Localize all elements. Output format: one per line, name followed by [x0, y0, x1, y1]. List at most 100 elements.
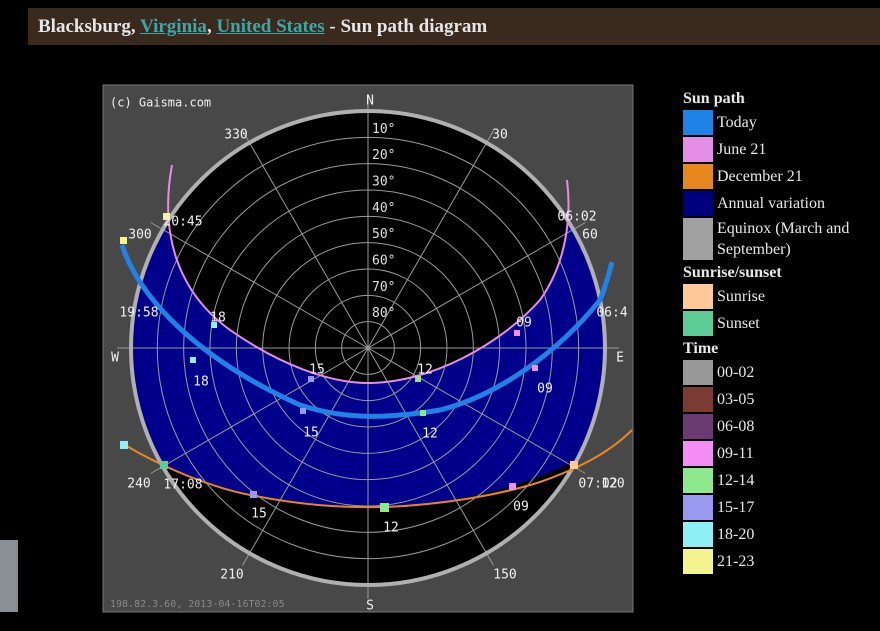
dot	[120, 441, 128, 449]
legend-swatch	[683, 522, 713, 547]
side-fragment	[0, 540, 18, 612]
dot	[250, 491, 257, 498]
dot	[190, 357, 196, 363]
radial-line	[367, 347, 494, 566]
legend-swatch	[683, 360, 713, 385]
legend-label: 06-08	[717, 418, 755, 435]
legend-swatch	[683, 414, 713, 439]
dot	[308, 376, 314, 382]
legend-item: December 21	[683, 164, 880, 189]
radial-line	[150, 347, 369, 474]
legend-section-title: Sun path	[683, 90, 745, 107]
west: W	[111, 351, 119, 366]
ring-label: 60°	[372, 254, 395, 269]
legend-label: December 21	[717, 168, 803, 185]
time-label: 20:45	[163, 215, 202, 230]
legend-item: 21-23	[683, 549, 880, 574]
legend-item: June 21	[683, 137, 880, 162]
dot	[120, 237, 127, 244]
dot	[514, 330, 520, 336]
time-label: 19:58	[119, 306, 158, 321]
altitude-ring	[341, 321, 395, 375]
dot	[420, 410, 426, 416]
legend-item: Equinox (March and September)	[683, 218, 880, 260]
legend-swatch	[683, 164, 713, 189]
altitude-ring	[156, 136, 580, 560]
azimuth-label: 300	[128, 228, 151, 243]
header-link[interactable]: Virginia	[140, 16, 207, 37]
dot	[211, 322, 217, 328]
legend-label: Sunset	[717, 315, 760, 332]
horizon	[129, 109, 607, 587]
time-label: 06:4	[596, 306, 627, 321]
legend-label: 09-11	[717, 445, 754, 462]
legend-swatch	[683, 110, 713, 135]
legend-item: 06-08	[683, 414, 880, 439]
ring-label: 50°	[372, 227, 395, 242]
radial-line	[367, 130, 494, 349]
dot	[570, 461, 578, 469]
ring-label: 10°	[372, 122, 395, 137]
legend-label: 03-05	[717, 391, 755, 408]
labels: 10° 20° 30° 40° 50° 60° 70° 80° (c) Gaisma.com 19…	[110, 94, 628, 614]
legend-label: 15-17	[717, 499, 755, 516]
time-label: 17:08	[163, 478, 202, 493]
time-label: 07:02	[578, 477, 617, 492]
time-label: 18	[193, 375, 209, 390]
legend-label: Sunrise	[717, 288, 765, 305]
azimuth-label: 120	[601, 477, 624, 492]
ring-label: 80°	[372, 306, 395, 321]
time-label: 15	[303, 426, 319, 441]
dot	[380, 503, 389, 512]
legend-swatch	[683, 284, 713, 309]
dot	[532, 365, 538, 371]
altitude-ring	[288, 268, 448, 428]
legend-item: 12-14	[683, 468, 880, 493]
legend-item: 15-17	[683, 495, 880, 520]
grid	[117, 97, 619, 599]
time-label: 12	[417, 363, 433, 378]
header-text: ,	[206, 16, 217, 37]
time-label: 09	[516, 316, 532, 331]
legend-label: Today	[717, 114, 757, 131]
legend-label: 18-20	[717, 526, 755, 543]
hour-dots	[120, 213, 578, 512]
legend-item: Sunset	[683, 311, 880, 336]
south: S	[366, 599, 374, 614]
azimuth-label: 30	[492, 128, 508, 143]
time-label: 15	[309, 363, 325, 378]
altitude-ring	[314, 294, 422, 402]
footer: 198.82.3.60, 2013-04-16T02:05	[110, 599, 285, 610]
dot	[160, 461, 168, 469]
north: N	[366, 94, 374, 109]
azimuth-label: 210	[220, 568, 243, 583]
azimuth-label: 60	[582, 228, 598, 243]
legend-swatch	[683, 441, 713, 466]
legend-item: 00-02	[683, 360, 880, 385]
legend-swatch	[683, 549, 713, 574]
radial-line	[242, 347, 369, 566]
dot	[415, 376, 421, 382]
legend-item: Annual variation	[683, 191, 880, 216]
time-label: 18	[210, 311, 226, 326]
ring-label: 30°	[372, 175, 395, 190]
legend-swatch	[683, 387, 713, 412]
time-label: 06:02	[557, 210, 596, 225]
header-link[interactable]: United States	[216, 16, 325, 37]
copyright: (c) Gaisma.com	[110, 96, 211, 110]
legend-label: Equinox (March and September)	[717, 220, 850, 258]
time-label: 12	[383, 521, 399, 536]
legend-label: June 21	[717, 141, 767, 158]
legend-swatch	[683, 137, 713, 162]
legend-item: 09-11	[683, 441, 880, 466]
radial-line	[150, 222, 369, 349]
ring-label: 70°	[372, 280, 395, 295]
legend: Sun path Today June 21 December 21 Annual va…	[683, 88, 880, 576]
header: Blacksburg, Virginia, United States - Su…	[28, 8, 880, 45]
altitude-ring	[262, 242, 474, 454]
ring-label: 40°	[372, 201, 395, 216]
legend-swatch	[683, 468, 713, 493]
radial-line	[367, 222, 586, 349]
dot	[300, 408, 306, 414]
